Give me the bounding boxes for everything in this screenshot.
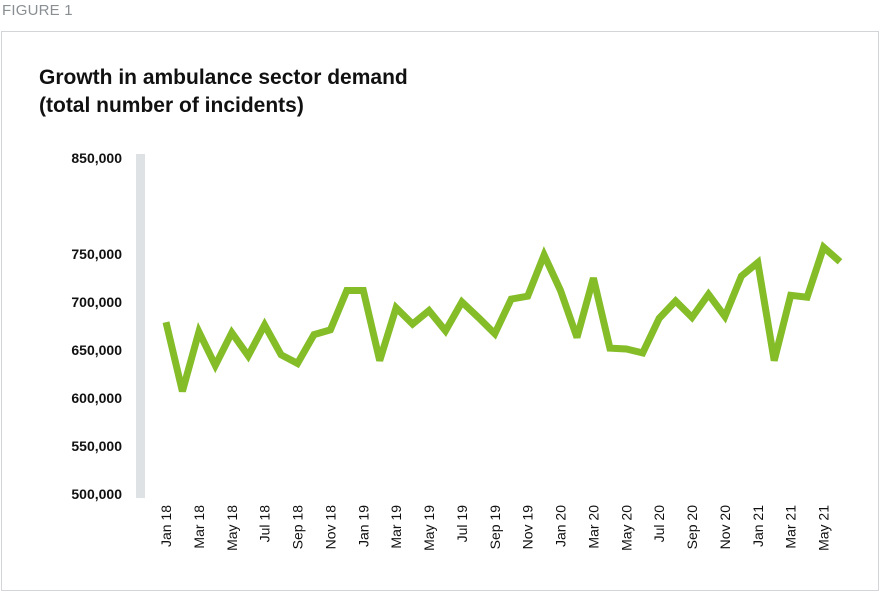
x-tick-label: Mar 19: [388, 505, 404, 549]
y-tick-label: 750,000: [71, 246, 122, 262]
figure-label: FIGURE 1: [2, 2, 73, 19]
x-tick-label: Sep 20: [684, 505, 700, 550]
x-tick-label: Jan 20: [553, 505, 569, 547]
x-tick-label: May 20: [618, 505, 634, 551]
y-tick-label: 600,000: [71, 390, 122, 406]
chart-title-line-1: Growth in ambulance sector demand: [39, 66, 408, 89]
y-tick-label: 500,000: [71, 486, 122, 502]
chart-card: Growth in ambulance sector demand (total…: [1, 31, 879, 591]
x-tick-label: Jul 18: [257, 505, 273, 543]
x-tick-label: Mar 21: [783, 505, 799, 549]
x-tick-label: Jan 21: [750, 505, 766, 547]
x-tick-label: Jan 18: [158, 505, 174, 547]
x-tick-label: Nov 18: [322, 505, 338, 550]
x-tick-label: Nov 20: [717, 505, 733, 550]
x-tick-label: May 18: [224, 505, 240, 551]
y-axis-line: [136, 154, 145, 498]
series-line: [162, 241, 843, 393]
chart-title-line-2: (total number of incidents): [39, 94, 304, 117]
x-tick-label: Nov 19: [520, 505, 536, 550]
x-tick-label: Mar 18: [191, 505, 207, 549]
y-tick-label: 700,000: [71, 294, 122, 310]
x-tick-label: Sep 18: [290, 505, 306, 550]
x-tick-label: Mar 20: [585, 505, 601, 549]
x-tick-label: May 19: [421, 505, 437, 551]
x-tick-label: Jan 19: [355, 505, 371, 547]
x-tick-label: Sep 19: [487, 505, 503, 550]
y-tick-label: 550,000: [71, 438, 122, 454]
x-tick-label: May 21: [816, 505, 832, 551]
x-tick-label: Jul 19: [454, 505, 470, 543]
y-tick-label: 650,000: [71, 342, 122, 358]
x-tick-label: Jul 20: [651, 505, 667, 543]
y-tick-label: 850,000: [71, 150, 122, 166]
